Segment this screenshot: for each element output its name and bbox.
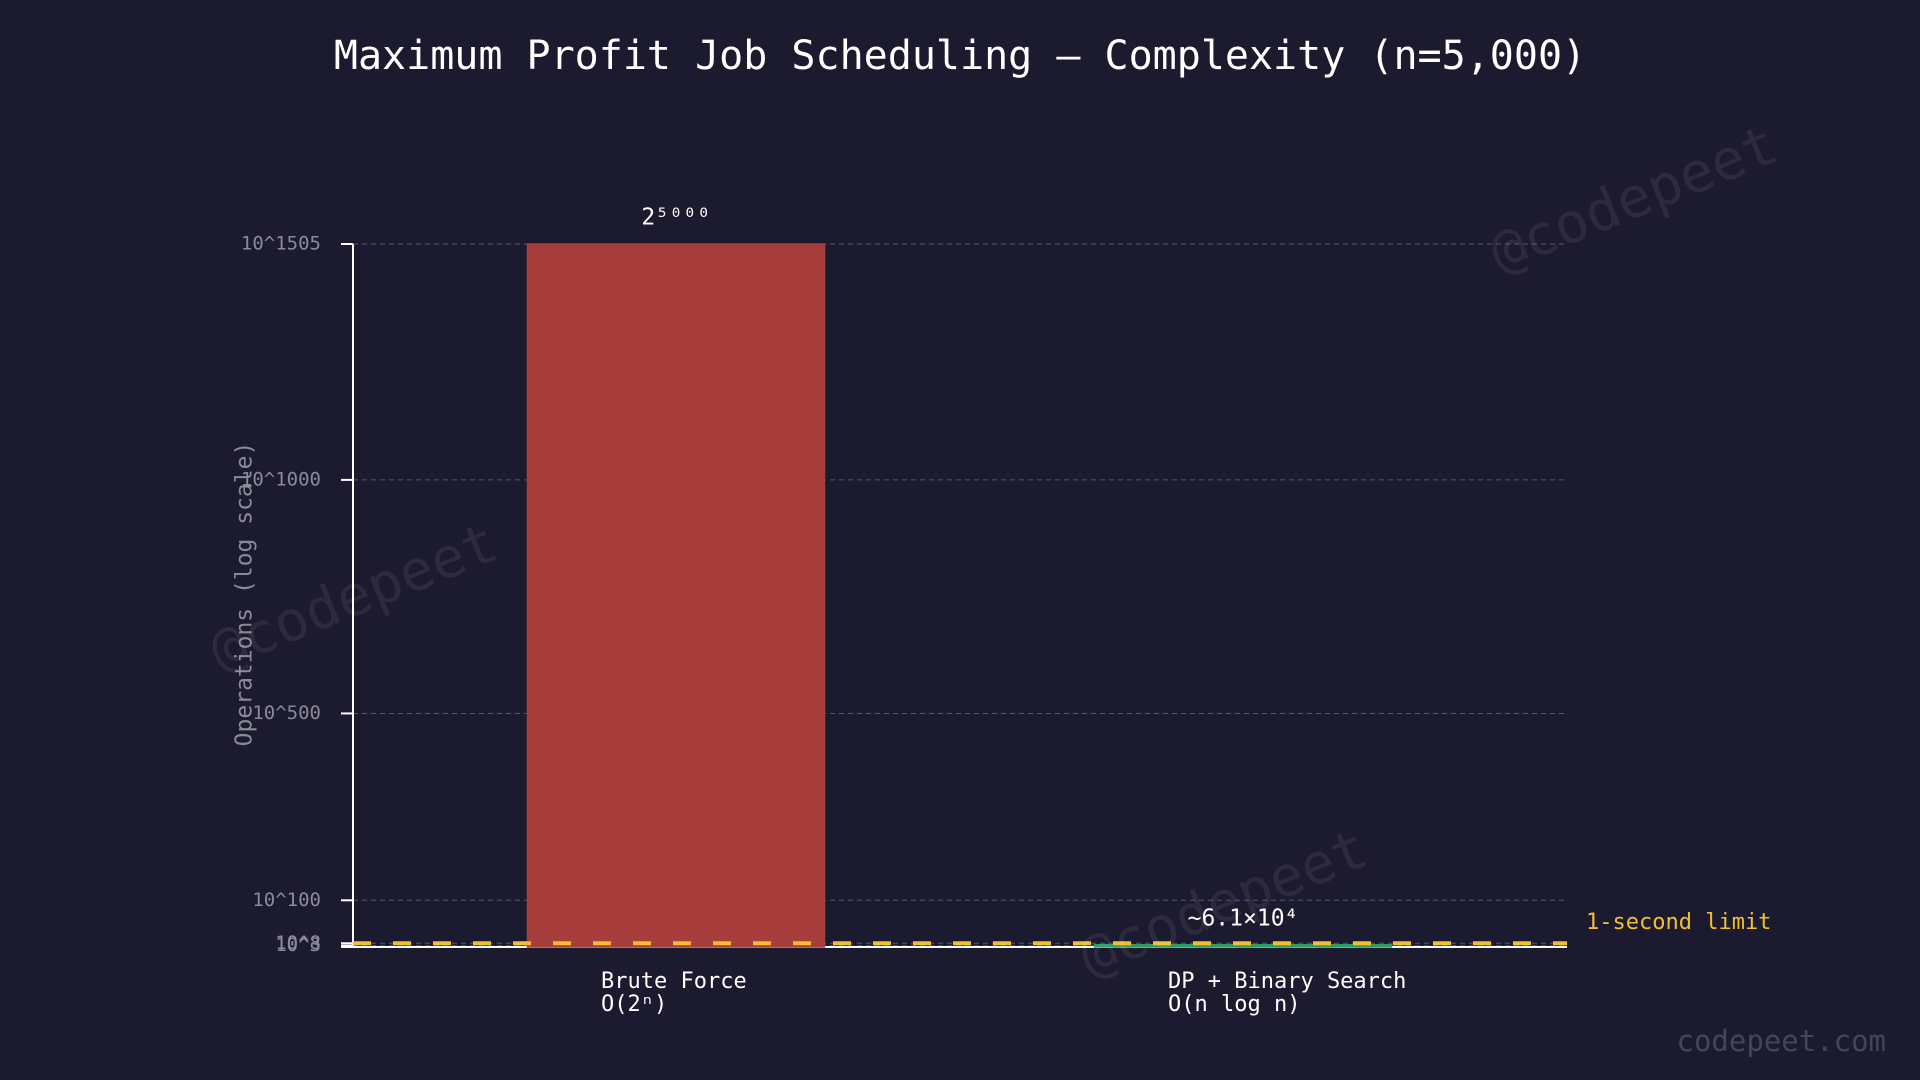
x-tick-sublabel: O(n log n) xyxy=(1168,992,1300,1017)
y-tick-label: 10^1000 xyxy=(241,468,321,490)
footer: codepeet.com xyxy=(1676,1024,1886,1058)
y-tick-label: 10^100 xyxy=(252,889,321,911)
limit-label: 1-second limit xyxy=(1586,910,1771,935)
chart-title: Maximum Profit Job Scheduling — Complexi… xyxy=(334,33,1586,79)
y-axis-label: Operations (log scale) xyxy=(232,442,258,747)
x-tick-label: Brute Force xyxy=(601,969,747,994)
y-tick-label: 10^8 xyxy=(275,932,321,954)
x-tick-sublabel: O(2ⁿ) xyxy=(601,992,667,1017)
y-tick-label: 10^3 xyxy=(275,934,321,956)
y-tick-label: 10^1505 xyxy=(241,233,321,255)
x-tick-label: DP + Binary Search xyxy=(1168,969,1406,994)
value-label: 2⁵⁰⁰⁰ xyxy=(641,205,710,231)
bar xyxy=(526,243,826,948)
y-tick-label: 10^500 xyxy=(252,702,321,724)
value-label: ~6.1×10⁴ xyxy=(1188,905,1299,931)
